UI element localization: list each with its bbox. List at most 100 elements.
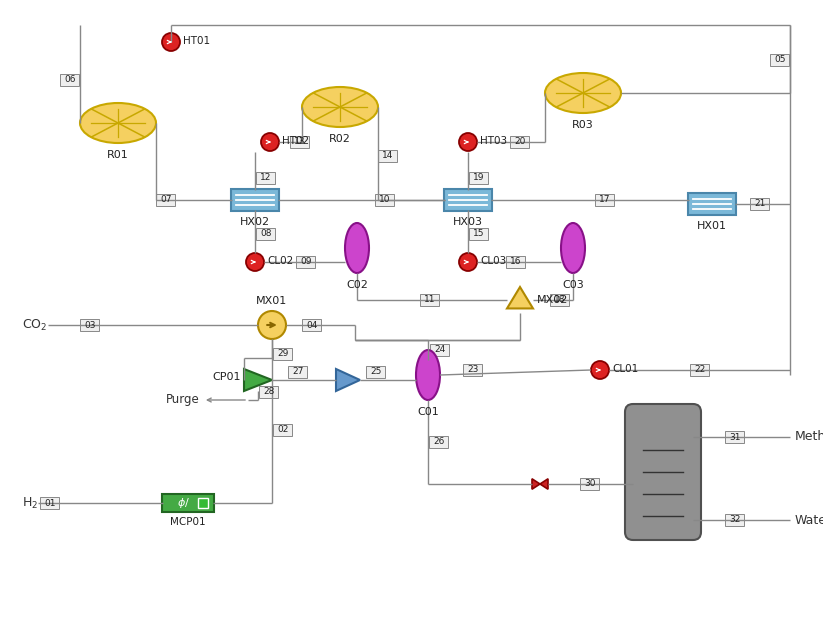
Text: CL03: CL03 [480,256,506,266]
FancyBboxPatch shape [421,294,439,306]
Ellipse shape [80,103,156,143]
Text: R03: R03 [572,120,594,130]
FancyBboxPatch shape [596,194,615,206]
FancyBboxPatch shape [430,344,449,356]
FancyBboxPatch shape [273,348,292,360]
Text: 11: 11 [424,295,435,305]
Text: 02: 02 [277,425,289,435]
FancyBboxPatch shape [162,494,214,512]
FancyBboxPatch shape [40,497,59,509]
Text: 25: 25 [370,368,382,376]
Text: 14: 14 [383,152,393,160]
Text: 12: 12 [260,173,272,183]
Text: 24: 24 [435,345,445,355]
Text: H$_2$: H$_2$ [22,495,38,511]
FancyBboxPatch shape [469,228,489,240]
Text: 09: 09 [300,258,312,267]
Text: 13: 13 [295,137,306,147]
Circle shape [459,133,477,151]
FancyBboxPatch shape [61,74,80,86]
FancyBboxPatch shape [156,194,175,206]
FancyBboxPatch shape [257,228,276,240]
Ellipse shape [302,87,378,127]
Circle shape [591,361,609,379]
FancyBboxPatch shape [198,498,208,508]
FancyBboxPatch shape [366,366,385,378]
Text: HX01: HX01 [697,221,727,231]
FancyBboxPatch shape [289,366,308,378]
FancyBboxPatch shape [273,424,292,436]
Ellipse shape [561,223,585,273]
FancyBboxPatch shape [430,436,449,448]
Text: 27: 27 [292,368,304,376]
Text: 21: 21 [755,199,765,209]
Text: HX02: HX02 [240,217,270,227]
Text: HT03: HT03 [480,136,507,146]
Circle shape [162,33,180,51]
Text: 26: 26 [434,438,444,446]
Text: $\phi$/: $\phi$/ [178,496,191,510]
FancyBboxPatch shape [231,189,279,211]
Text: 06: 06 [64,76,76,85]
Text: 23: 23 [467,365,479,374]
Polygon shape [507,287,533,308]
Text: HX03: HX03 [453,217,483,227]
Polygon shape [244,369,272,391]
FancyBboxPatch shape [444,189,492,211]
Text: MX01: MX01 [257,296,287,306]
FancyBboxPatch shape [379,150,398,162]
Text: C02: C02 [346,280,368,290]
Circle shape [676,430,690,444]
Text: Methanol: Methanol [795,430,823,443]
Text: C03: C03 [562,280,584,290]
Text: 01: 01 [44,498,56,508]
Text: CL02: CL02 [267,256,293,266]
Text: Purge: Purge [166,394,200,407]
FancyBboxPatch shape [296,256,315,268]
Text: 28: 28 [263,387,275,397]
Polygon shape [336,369,360,391]
FancyBboxPatch shape [469,172,489,184]
Text: HT01: HT01 [183,36,210,46]
FancyBboxPatch shape [510,136,529,148]
FancyBboxPatch shape [690,364,709,376]
FancyBboxPatch shape [688,193,736,215]
Text: 29: 29 [277,350,289,358]
FancyBboxPatch shape [580,478,599,490]
FancyBboxPatch shape [375,194,394,206]
Text: 07: 07 [160,196,172,204]
Ellipse shape [416,350,440,400]
FancyBboxPatch shape [291,136,309,148]
Text: 10: 10 [379,196,391,204]
Text: 04: 04 [306,321,318,329]
Text: 05: 05 [774,56,786,64]
Text: 22: 22 [695,365,705,374]
Text: 18: 18 [554,295,565,305]
Text: Water: Water [795,514,823,527]
FancyBboxPatch shape [506,256,526,268]
Circle shape [246,253,264,271]
Text: 03: 03 [84,321,95,329]
FancyBboxPatch shape [551,294,570,306]
Text: 15: 15 [473,230,485,238]
FancyBboxPatch shape [303,319,322,331]
FancyBboxPatch shape [726,431,745,443]
FancyBboxPatch shape [257,172,276,184]
Ellipse shape [545,73,621,113]
Text: 31: 31 [729,433,741,441]
Circle shape [261,133,279,151]
FancyBboxPatch shape [463,364,482,376]
Circle shape [258,311,286,339]
Text: 16: 16 [510,258,522,267]
FancyBboxPatch shape [726,514,745,526]
FancyBboxPatch shape [259,386,278,398]
FancyBboxPatch shape [751,198,770,210]
Ellipse shape [345,223,369,273]
Text: 20: 20 [514,137,526,147]
Text: C01: C01 [417,407,439,417]
Text: 32: 32 [729,516,741,524]
Text: 08: 08 [260,230,272,238]
Text: 30: 30 [584,480,596,488]
Text: CP01: CP01 [212,372,241,382]
FancyBboxPatch shape [770,54,789,66]
